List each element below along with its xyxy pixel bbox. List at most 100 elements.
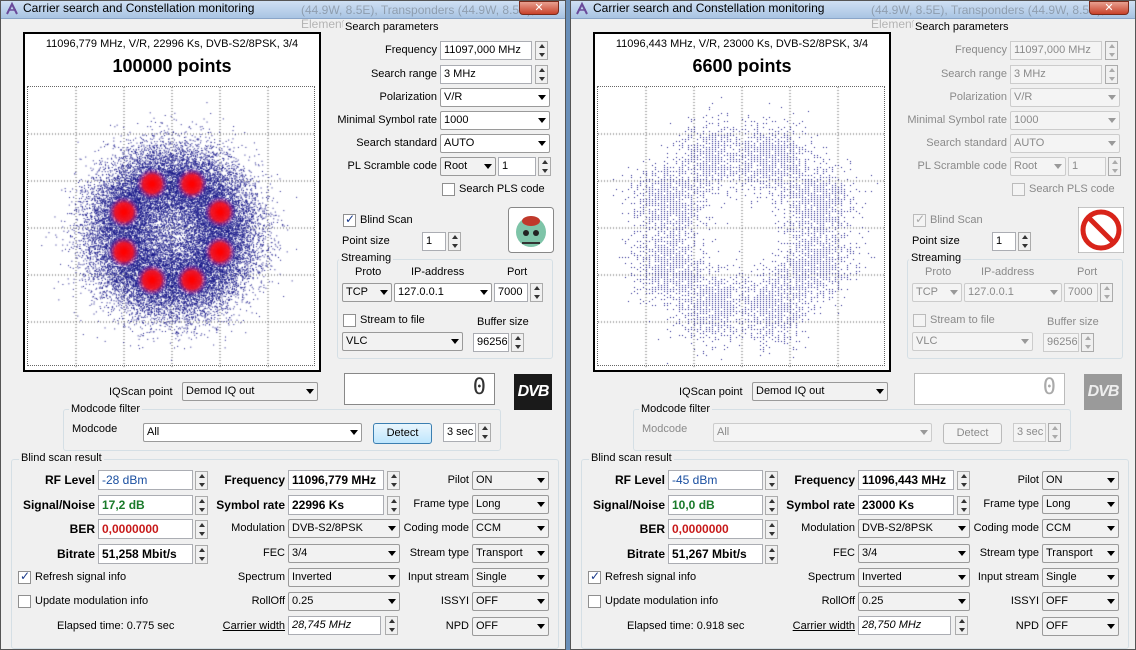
- iqscan-select[interactable]: Demod IQ out: [182, 382, 318, 401]
- frequency-input[interactable]: 11097,000 MHz: [440, 41, 532, 60]
- issyi-select[interactable]: OFF: [472, 592, 549, 611]
- stream-type-select[interactable]: Transport: [472, 544, 549, 563]
- pl-scramble-mode-select[interactable]: Root: [440, 157, 496, 176]
- polarization-select[interactable]: V/R: [440, 88, 550, 107]
- signal-noise-spinner[interactable]: [765, 496, 778, 515]
- rf-level-spinner[interactable]: [765, 471, 778, 490]
- fec-select[interactable]: 3/4: [858, 544, 970, 563]
- ber-spinner[interactable]: [765, 520, 778, 539]
- search-pls-checkbox[interactable]: [1012, 183, 1025, 196]
- window-titlebar[interactable]: Carrier search and Constellation monitor…: [1, 1, 565, 31]
- stream-to-file-checkbox[interactable]: [913, 314, 926, 327]
- stream-to-file-checkbox[interactable]: [343, 314, 356, 327]
- polarization-select[interactable]: V/R: [1010, 88, 1120, 107]
- bitrate-spinner[interactable]: [195, 545, 208, 564]
- buffer-size-spinner[interactable]: [511, 333, 524, 352]
- frequency-input[interactable]: 11097,000 MHz: [1010, 41, 1102, 60]
- point-size-input[interactable]: 1: [992, 232, 1016, 251]
- detect-button[interactable]: Detect: [943, 423, 1002, 444]
- ber-spinner[interactable]: [195, 520, 208, 539]
- min-symbol-rate-select[interactable]: 1000: [1010, 111, 1120, 130]
- pl-scramble-spinner[interactable]: [538, 157, 551, 176]
- detect-button[interactable]: Detect: [373, 423, 432, 444]
- frame-type-select[interactable]: Long: [1042, 495, 1119, 514]
- buffer-size-input[interactable]: 96256: [1043, 333, 1079, 352]
- frequency-spinner[interactable]: [1105, 41, 1118, 60]
- proto-select[interactable]: TCP: [342, 283, 392, 302]
- result-frequency-spinner[interactable]: [387, 471, 400, 490]
- detect-time-spinner[interactable]: [478, 423, 491, 442]
- modulation-select[interactable]: DVB-S2/8PSK: [288, 519, 400, 538]
- player-select[interactable]: VLC: [342, 332, 463, 351]
- coding-mode-select[interactable]: CCM: [1042, 519, 1119, 538]
- spectrum-select[interactable]: Inverted: [858, 568, 970, 587]
- min-symbol-rate-select[interactable]: 1000: [440, 111, 550, 130]
- iqscan-select[interactable]: Demod IQ out: [752, 382, 888, 401]
- port-spinner[interactable]: [1100, 283, 1113, 302]
- fec-select[interactable]: 3/4: [288, 544, 400, 563]
- player-select[interactable]: VLC: [912, 332, 1033, 351]
- detect-time-spinner[interactable]: [1048, 423, 1061, 442]
- search-range-input[interactable]: 3 MHz: [440, 65, 532, 84]
- frame-type-select[interactable]: Long: [472, 495, 549, 514]
- refresh-signal-info-checkbox[interactable]: [18, 569, 31, 584]
- rolloff-select[interactable]: 0.25: [288, 592, 400, 611]
- search-standard-select[interactable]: AUTO: [1010, 134, 1120, 153]
- rolloff-select[interactable]: 0.25: [858, 592, 970, 611]
- satellite-dish-icon[interactable]: [508, 207, 554, 253]
- blind-scan-checkbox[interactable]: [343, 212, 356, 227]
- rf-level-spinner[interactable]: [195, 471, 208, 490]
- ip-address-select[interactable]: 127.0.0.1: [964, 283, 1062, 302]
- pilot-select[interactable]: ON: [1042, 471, 1119, 490]
- search-pls-checkbox[interactable]: [442, 183, 455, 196]
- detect-time-input[interactable]: 3 sec: [1013, 423, 1046, 442]
- close-button[interactable]: ✕: [1089, 1, 1129, 15]
- carrier-width-link[interactable]: Carrier width: [222, 620, 285, 632]
- stop-icon[interactable]: [1077, 206, 1125, 254]
- pilot-select[interactable]: ON: [472, 471, 549, 490]
- update-modulation-info-checkbox[interactable]: [588, 595, 601, 608]
- search-range-spinner[interactable]: [535, 65, 548, 84]
- blind-scan-checkbox[interactable]: [913, 212, 926, 227]
- buffer-size-input[interactable]: 96256: [473, 333, 509, 352]
- spectrum-select[interactable]: Inverted: [288, 568, 400, 587]
- carrier-width-link[interactable]: Carrier width: [792, 620, 855, 632]
- proto-select[interactable]: TCP: [912, 283, 962, 302]
- refresh-signal-info-checkbox[interactable]: [588, 569, 601, 584]
- search-standard-select[interactable]: AUTO: [440, 134, 550, 153]
- result-frequency-spinner[interactable]: [957, 471, 970, 490]
- npd-select[interactable]: OFF: [1042, 617, 1119, 636]
- coding-mode-select[interactable]: CCM: [472, 519, 549, 538]
- symbol-rate-spinner[interactable]: [387, 496, 400, 515]
- pl-scramble-value-input[interactable]: 1: [498, 157, 536, 176]
- port-input[interactable]: 7000: [494, 283, 528, 302]
- symbol-rate-spinner[interactable]: [957, 496, 970, 515]
- issyi-select[interactable]: OFF: [1042, 592, 1119, 611]
- pl-scramble-spinner[interactable]: [1108, 157, 1121, 176]
- npd-select[interactable]: OFF: [472, 617, 549, 636]
- modcode-select[interactable]: All: [713, 423, 932, 442]
- window-titlebar[interactable]: Carrier search and Constellation monitor…: [571, 1, 1135, 31]
- close-button[interactable]: ✕: [519, 1, 559, 15]
- modulation-select[interactable]: DVB-S2/8PSK: [858, 519, 970, 538]
- point-size-input[interactable]: 1: [422, 232, 446, 251]
- buffer-size-spinner[interactable]: [1081, 333, 1094, 352]
- input-stream-select[interactable]: Single: [472, 568, 549, 587]
- update-modulation-info-checkbox[interactable]: [18, 595, 31, 608]
- detect-time-input[interactable]: 3 sec: [443, 423, 476, 442]
- signal-noise-spinner[interactable]: [195, 496, 208, 515]
- ip-address-select[interactable]: 127.0.0.1: [394, 283, 492, 302]
- carrier-width-spinner[interactable]: [955, 616, 968, 635]
- bitrate-spinner[interactable]: [765, 545, 778, 564]
- carrier-width-spinner[interactable]: [385, 616, 398, 635]
- pl-scramble-mode-select[interactable]: Root: [1010, 157, 1066, 176]
- modcode-select[interactable]: All: [143, 423, 362, 442]
- port-input[interactable]: 7000: [1064, 283, 1098, 302]
- port-spinner[interactable]: [530, 283, 543, 302]
- stream-type-select[interactable]: Transport: [1042, 544, 1119, 563]
- input-stream-select[interactable]: Single: [1042, 568, 1119, 587]
- search-range-input[interactable]: 3 MHz: [1010, 65, 1102, 84]
- point-size-spinner[interactable]: [448, 232, 461, 251]
- search-range-spinner[interactable]: [1105, 65, 1118, 84]
- pl-scramble-value-input[interactable]: 1: [1068, 157, 1106, 176]
